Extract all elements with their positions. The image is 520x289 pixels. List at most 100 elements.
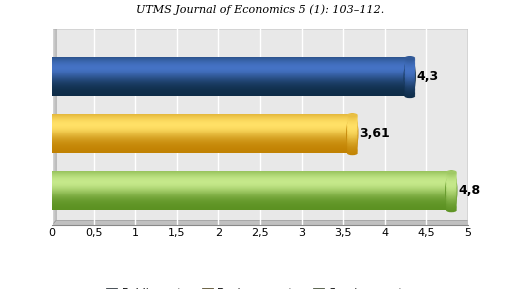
Bar [52,57,410,58]
Bar [52,75,410,77]
Bar [52,62,410,63]
Ellipse shape [446,171,457,210]
Ellipse shape [446,170,457,174]
Bar [52,179,451,180]
Bar [52,71,410,72]
Ellipse shape [405,76,415,80]
Bar [52,207,451,208]
Bar [52,199,451,200]
Bar [52,82,410,83]
Bar [52,126,353,127]
Ellipse shape [347,121,358,125]
Ellipse shape [347,126,358,130]
Bar [52,173,451,174]
Bar [52,201,451,202]
Ellipse shape [446,200,457,204]
Ellipse shape [405,86,415,90]
Ellipse shape [405,57,415,96]
Bar [52,72,410,73]
Text: 4,3: 4,3 [417,70,438,83]
Ellipse shape [347,127,358,131]
Ellipse shape [446,190,457,194]
Bar [52,127,353,128]
Ellipse shape [347,143,358,147]
Bar [52,149,353,150]
Ellipse shape [446,175,457,179]
Bar [52,91,410,92]
Bar [52,136,353,138]
Ellipse shape [347,113,358,117]
Bar [52,206,451,207]
Ellipse shape [446,171,457,176]
Bar [52,203,451,204]
Polygon shape [468,24,472,225]
Bar [52,92,410,93]
Bar [52,60,410,61]
Bar [52,197,451,199]
Bar [52,93,410,94]
Bar [52,81,410,82]
Bar [52,200,451,201]
Ellipse shape [446,177,457,181]
Bar [52,195,451,197]
Ellipse shape [405,73,415,77]
Bar [52,121,353,122]
Ellipse shape [347,150,358,154]
Ellipse shape [347,149,358,153]
Ellipse shape [405,90,415,94]
Polygon shape [52,24,472,29]
Ellipse shape [405,74,415,79]
Ellipse shape [405,68,415,72]
Ellipse shape [446,179,457,184]
Bar [52,123,353,124]
Bar [52,177,451,178]
Bar [52,144,353,145]
Ellipse shape [446,204,457,208]
Bar [52,204,451,205]
Ellipse shape [347,142,358,146]
Bar [52,61,410,62]
Ellipse shape [405,72,415,76]
Ellipse shape [446,207,457,211]
Bar [52,129,353,131]
Bar [52,128,353,129]
Bar [52,80,410,81]
Ellipse shape [347,134,358,138]
Ellipse shape [405,66,415,71]
Ellipse shape [347,147,358,151]
Bar [52,131,353,133]
Ellipse shape [405,81,415,85]
Bar [52,189,451,190]
Bar [52,184,451,185]
Bar [52,172,451,173]
Bar [52,115,353,116]
Bar [52,133,353,134]
Bar [52,125,353,126]
Ellipse shape [446,178,457,182]
Ellipse shape [405,59,415,63]
Polygon shape [52,220,472,225]
Bar [52,174,451,175]
Ellipse shape [446,185,457,189]
Bar [52,190,451,192]
Bar [52,188,451,189]
Ellipse shape [347,130,358,134]
Ellipse shape [446,199,457,203]
Bar [52,85,410,86]
Bar [52,138,353,139]
Ellipse shape [347,131,358,136]
Bar [52,78,410,79]
Ellipse shape [405,56,415,60]
Ellipse shape [347,144,358,149]
Ellipse shape [405,63,415,67]
Bar [52,90,410,91]
Bar [52,86,410,87]
Bar [52,181,451,182]
Ellipse shape [405,57,415,62]
Bar [52,176,451,177]
Ellipse shape [347,120,358,124]
Bar [52,116,353,117]
Bar [52,143,353,144]
Ellipse shape [446,182,457,186]
Bar [52,186,451,187]
